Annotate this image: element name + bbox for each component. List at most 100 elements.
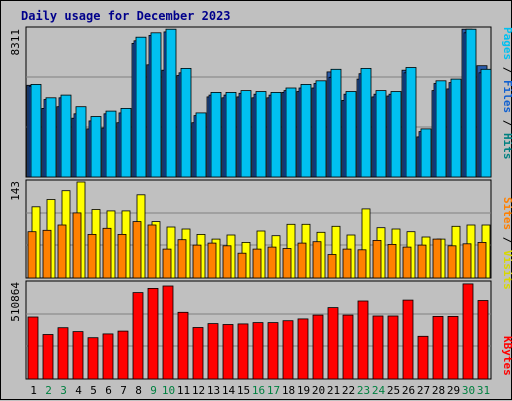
day-label: 13	[207, 384, 220, 397]
day-label: 24	[372, 384, 386, 397]
kbytes-bar	[372, 315, 384, 380]
x-axis-day-labels: 1 2 3 4 5 6 7 8 9 10 11 12 13 14 15 16 17 18 19 20 21 22 23 24 2…	[30, 384, 490, 397]
hits-bar	[450, 78, 462, 178]
hits-bar	[30, 84, 42, 178]
hits-bar	[210, 92, 222, 178]
hits-bar	[345, 91, 357, 178]
kbytes-bar	[357, 300, 369, 380]
hits-bar	[75, 106, 87, 178]
kbytes-bars	[27, 283, 489, 380]
hits-max-label: 8311	[9, 29, 22, 56]
hits-bar	[120, 108, 132, 178]
hits-bar	[90, 116, 102, 178]
sites-bar	[312, 241, 322, 279]
sites-bar	[72, 212, 82, 279]
day-label: 27	[417, 384, 430, 397]
sites-bar	[372, 239, 382, 279]
legend-hits: Hits	[501, 133, 512, 160]
sites-bar	[57, 224, 67, 279]
visits-max-label: 143	[9, 181, 22, 201]
hits-bar	[435, 80, 447, 178]
hits-bar	[180, 68, 192, 178]
sites-bar	[192, 244, 202, 279]
kbytes-bar	[312, 314, 324, 380]
legend-pages: Pages	[501, 27, 512, 60]
sites-bar	[162, 248, 172, 279]
hits-bar	[195, 112, 207, 178]
hits-bar	[165, 28, 177, 178]
hits-bar	[390, 91, 402, 178]
hits-bar	[240, 90, 252, 178]
legend-visits: Visits	[501, 250, 512, 290]
hits-bar	[285, 87, 297, 178]
sites-bar	[117, 233, 127, 279]
kbytes-bar	[342, 314, 354, 380]
kbytes-bar	[162, 285, 174, 380]
kbytes-bar	[252, 322, 264, 380]
sites-bar	[342, 248, 352, 279]
day-label: 5	[90, 384, 97, 397]
sites-bar	[402, 246, 412, 279]
kbytes-bar	[72, 331, 84, 380]
kbytes-bar	[477, 300, 489, 380]
visits-bars	[27, 181, 491, 279]
day-label: 8	[135, 384, 142, 397]
sites-bar	[102, 227, 112, 279]
kbytes-bar	[417, 335, 429, 380]
kbytes-bar	[297, 318, 309, 380]
legend-pages-files-hits: Pages / Files / Hits	[501, 27, 512, 160]
sites-bar	[357, 249, 367, 279]
hits-bar	[405, 67, 417, 178]
kbytes-bar	[402, 299, 414, 380]
sites-bar	[27, 231, 37, 279]
day-label: 28	[432, 384, 445, 397]
hits-bar	[300, 84, 312, 178]
hits-bar	[465, 28, 477, 178]
kbytes-bar	[462, 283, 474, 380]
sites-bar	[447, 245, 457, 279]
hits-bar	[315, 80, 327, 178]
kbytes-bar	[147, 287, 159, 380]
kbytes-bar	[267, 322, 279, 380]
sites-bar	[237, 252, 247, 279]
day-label: 16	[252, 384, 265, 397]
kbytes-bar	[87, 337, 99, 380]
day-label: 14	[222, 384, 236, 397]
kbytes-bar	[327, 307, 339, 380]
day-label: 18	[282, 384, 295, 397]
sites-bar	[87, 233, 97, 279]
hits-bar	[420, 128, 432, 178]
day-label: 26	[402, 384, 415, 397]
hits-bar	[45, 97, 57, 178]
hits-bar	[150, 32, 162, 178]
sites-bar	[267, 246, 277, 279]
hits-bar	[60, 94, 72, 178]
sites-bar	[462, 243, 472, 279]
kbytes-bar	[432, 315, 444, 380]
day-label: 4	[75, 384, 82, 397]
hits-bar	[360, 68, 372, 178]
day-label: 11	[177, 384, 190, 397]
day-label: 6	[105, 384, 112, 397]
day-label: 23	[357, 384, 370, 397]
legend-files: Files	[501, 80, 512, 113]
day-label: 7	[120, 384, 127, 397]
kbytes-bar	[192, 327, 204, 380]
sites-bar	[147, 224, 157, 279]
hits-bars	[26, 28, 492, 178]
day-label: 31	[477, 384, 490, 397]
sites-bar	[252, 248, 262, 279]
sites-bar	[42, 229, 52, 279]
legend-sites: Sites	[501, 197, 512, 230]
kbytes-bar	[117, 330, 129, 380]
sites-bar	[417, 244, 427, 279]
kbytes-bar	[447, 315, 459, 380]
kbytes-bar	[27, 316, 39, 380]
legend-kbytes: KBytes	[501, 336, 512, 376]
day-label: 30	[462, 384, 475, 397]
kbytes-bar	[102, 333, 114, 380]
day-label: 29	[447, 384, 460, 397]
day-label: 19	[297, 384, 310, 397]
day-label: 21	[327, 384, 340, 397]
